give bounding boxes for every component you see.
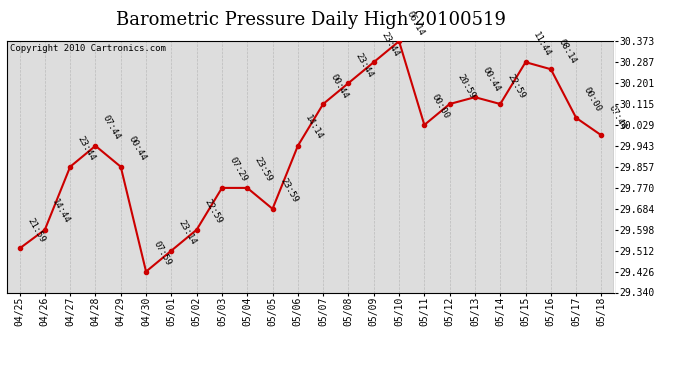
Text: 00:44: 00:44 [328, 72, 350, 100]
Text: 08:14: 08:14 [556, 37, 578, 65]
Text: 07:44: 07:44 [101, 114, 122, 142]
Text: 00:44: 00:44 [480, 65, 502, 93]
Text: 20:59: 20:59 [455, 72, 476, 100]
Text: Barometric Pressure Daily High 20100519: Barometric Pressure Daily High 20100519 [115, 11, 506, 29]
Text: 11:44: 11:44 [531, 30, 552, 58]
Text: 23:44: 23:44 [354, 51, 375, 79]
Text: 23:59: 23:59 [278, 177, 299, 205]
Text: 23:59: 23:59 [253, 156, 274, 184]
Text: 06:14: 06:14 [404, 9, 426, 37]
Text: 00:44: 00:44 [126, 135, 148, 163]
Text: 22:59: 22:59 [506, 72, 527, 100]
Text: 00:00: 00:00 [582, 86, 603, 114]
Text: 14:14: 14:14 [304, 114, 324, 142]
Text: 23:14: 23:14 [177, 219, 198, 246]
Text: Copyright 2010 Cartronics.com: Copyright 2010 Cartronics.com [10, 44, 166, 53]
Text: 14:44: 14:44 [50, 198, 72, 226]
Text: 23:44: 23:44 [380, 30, 400, 58]
Text: 07:29: 07:29 [228, 156, 248, 184]
Text: 21:59: 21:59 [25, 216, 46, 244]
Text: 07:44: 07:44 [607, 104, 628, 131]
Text: 23:44: 23:44 [76, 135, 97, 163]
Text: 07:59: 07:59 [152, 240, 172, 267]
Text: 22:59: 22:59 [202, 198, 224, 226]
Text: 00:00: 00:00 [430, 93, 451, 121]
